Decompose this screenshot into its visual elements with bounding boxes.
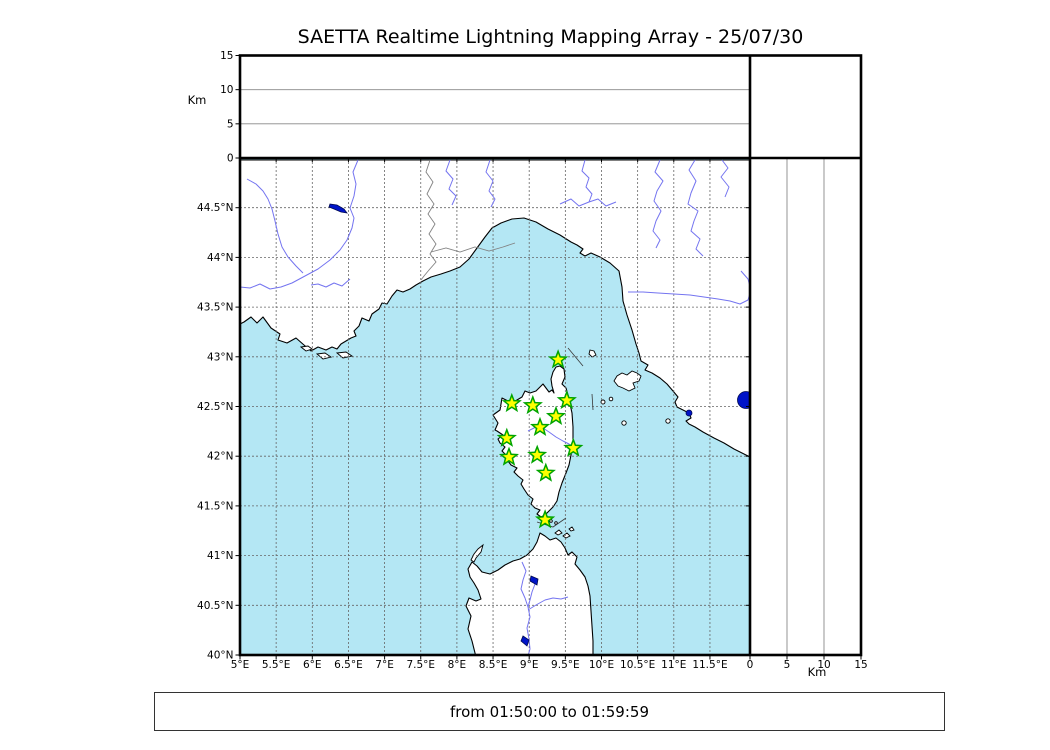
lon-tick-label: 9°E: [520, 659, 539, 671]
top-panel-tick-label: 15: [220, 50, 233, 62]
river-apennine-2: [720, 159, 730, 198]
lat-tick-label: 43°N: [207, 351, 233, 363]
river-sardinia-coghinas: [527, 583, 536, 608]
lon-tick-label: 7.5°E: [406, 659, 435, 671]
lat-tick-label: 44°N: [207, 252, 233, 264]
axis-ticks: [235, 55, 862, 660]
station-star: [522, 394, 543, 415]
lon-tick-label: 10.5°E: [620, 659, 655, 671]
river-sardinia-branch: [527, 596, 569, 611]
time-window-box: from 01:50:00 to 01:59:59: [154, 692, 945, 731]
right-panel-tick-label: 5: [784, 659, 791, 671]
lake-bolsena: [737, 391, 750, 409]
lat-tick-label: 42°N: [207, 451, 233, 463]
line-segment-tuscan: [591, 393, 594, 411]
lon-tick-label: 11.5°E: [692, 659, 727, 671]
mainland-coast-france-italy: [240, 159, 750, 458]
lat-tick-label: 41.5°N: [197, 500, 233, 512]
top-panel-tick-label: 5: [227, 118, 234, 130]
station-star: [535, 462, 556, 482]
station-star: [545, 405, 566, 426]
station-star: [496, 427, 517, 447]
right-panel-tick-label: 0: [747, 659, 754, 671]
top-panel-tick-label: 10: [220, 84, 233, 96]
lon-tick-label: 5°E: [231, 659, 250, 671]
river-arno: [628, 270, 750, 305]
lon-tick-label: 9.5°E: [551, 659, 580, 671]
axis-tick-labels: 5°E 5.5°E 6°E 6.5°E 7°E 7.5°E 8°E 8.5°E 9°E 9.5°E…: [197, 50, 868, 671]
lake-coghinas: [529, 575, 539, 586]
river-alps-1: [445, 159, 457, 206]
elba-island: [613, 370, 642, 392]
lat-tick-label: 40°N: [207, 650, 233, 662]
plot-title: SAETTA Realtime Lightning Mapping Array …: [297, 26, 804, 48]
capraia-island: [588, 349, 597, 358]
lon-tick-label: 5.5°E: [262, 659, 291, 671]
lon-tick-label: 8.5°E: [479, 659, 508, 671]
lat-tick-label: 44.5°N: [197, 202, 233, 214]
station-star: [556, 389, 577, 410]
lon-tick-label: 6.5°E: [334, 659, 363, 671]
top-panel-km-label: Km: [188, 93, 207, 107]
station-star: [563, 437, 584, 457]
france-italy-border: [420, 159, 437, 281]
region-border: [430, 242, 516, 253]
hyeres-islands: [299, 345, 354, 360]
station-star: [534, 509, 556, 529]
lat-tick-label: 42.5°N: [197, 401, 233, 413]
giglio-islet: [665, 418, 671, 424]
line-segment-capraia: [567, 347, 584, 367]
panel-borders: [238, 54, 863, 657]
station-star: [527, 444, 548, 464]
river-serchio: [652, 159, 664, 249]
lake-sardinia-south: [520, 635, 530, 647]
lon-tick-label: 7°E: [375, 659, 394, 671]
asinara-island: [470, 543, 484, 563]
lavezzi-islet: [554, 521, 558, 525]
station-star: [498, 446, 520, 466]
right-panel-tick-label: 15: [854, 659, 867, 671]
map-panel: [240, 158, 750, 655]
pianosa-islet: [600, 399, 606, 405]
river-po-branch: [581, 159, 593, 203]
station-star: [529, 416, 551, 437]
pianosa-islet: [608, 396, 614, 402]
country-borders: [420, 159, 516, 281]
right-panel-tick-label: 10: [817, 659, 830, 671]
top-panel-tick-label: 0: [227, 153, 234, 165]
right-panel-km-label: Km: [808, 665, 827, 679]
panel-gridlines: [240, 89, 825, 655]
montecristo-islet: [621, 420, 627, 426]
river-alps-2: [485, 159, 496, 208]
river-verdon: [246, 178, 304, 274]
river-durance: [240, 159, 359, 290]
lon-tick-label: 11°E: [661, 659, 686, 671]
river-apennine: [687, 159, 704, 257]
station-markers: [496, 349, 584, 529]
lon-tick-label: 6°E: [303, 659, 322, 671]
lat-tick-label: 41°N: [207, 550, 233, 562]
outer-frame: [238, 54, 863, 657]
lakes: [328, 203, 750, 647]
lat-tick-label: 40.5°N: [197, 600, 233, 612]
lat-tick-label: 43.5°N: [197, 302, 233, 314]
orbetello-lagoon: [685, 409, 693, 417]
rivers: [240, 159, 750, 655]
lon-tick-label: 8°E: [448, 659, 467, 671]
station-star: [501, 392, 522, 413]
lake-serre-poncon: [328, 203, 348, 214]
time-window-text: from 01:50:00 to 01:59:59: [449, 702, 649, 721]
river-branch-south: [310, 278, 351, 288]
station-star: [547, 349, 569, 369]
lon-tick-label: 10°E: [589, 659, 614, 671]
